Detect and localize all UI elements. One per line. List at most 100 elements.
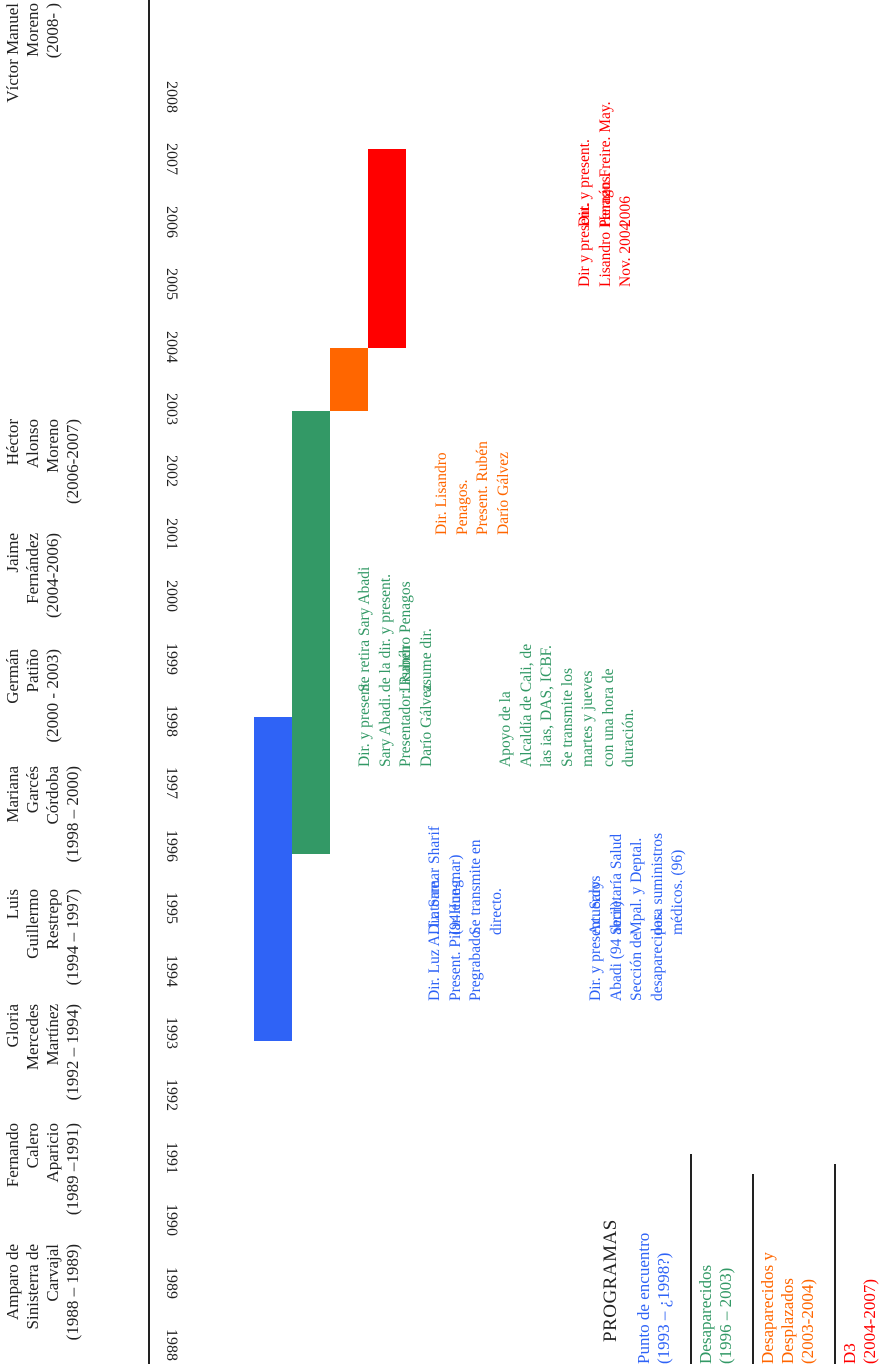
note-line: martes y jueves <box>579 670 596 767</box>
mayor-label: Luis Guillermo Restrepo (1994 – 1997) <box>3 889 83 1009</box>
year-label: 1988 <box>163 1329 180 1361</box>
programs-title: PROGRAMAS <box>600 1219 621 1342</box>
note-line: Se transmite en <box>467 839 484 935</box>
program-item: Punto de encuentro (1993 – ¿1998?) <box>634 1154 674 1364</box>
year-label: 1998 <box>163 705 180 737</box>
mayor-label-line: Patiño <box>23 649 42 693</box>
program-item-line: (2003-2004) <box>798 1279 817 1364</box>
mayor-label-line: Alonso <box>23 419 42 469</box>
program-bar <box>292 410 330 854</box>
program-item-line: (1993 – ¿1998?) <box>654 1252 673 1364</box>
note-line: (94 ene-mar) <box>446 854 464 935</box>
program-item-line: Desaparecidos <box>696 1264 715 1364</box>
mayor-label-line: (2000 - 2003) <box>43 649 62 743</box>
year-label: 1991 <box>163 1141 180 1174</box>
note-line: Lisandro Penagos <box>397 581 414 692</box>
mayor-label: Amparo de Sinisterra de Carvajal (1988 – 19… <box>3 1244 83 1364</box>
year-label: 1993 <box>163 1017 180 1049</box>
mayor-label-line: Aparicio <box>43 1123 62 1183</box>
year-label: 2002 <box>163 455 180 488</box>
year-label: 2006 <box>163 205 180 238</box>
mayor-label: Jaime Fernández (2004-2006) <box>3 533 63 653</box>
note-line: Darío Gálvez <box>494 451 512 535</box>
note-line: Dir. y present. <box>576 139 593 227</box>
note-line: duración. <box>620 708 637 767</box>
mayor-label-line: Calero <box>23 1123 42 1169</box>
note-green: Apoyo de la Alcaldía de Cali, de las ias, … <box>496 617 640 767</box>
note-line: Se transmite los <box>558 667 576 767</box>
note-blue: Acuerdos Secretaría Salud Mpal. y Deptal. p… <box>586 785 689 935</box>
program-separator <box>752 1174 754 1364</box>
mayor-label-line: Héctor <box>3 419 22 466</box>
note-line: Secretaría Salud <box>607 833 625 935</box>
note-line: Dir. Samar Sharif <box>426 826 443 935</box>
note-line: 2006 <box>617 196 634 227</box>
mayor-label-line: (1998 – 2000) <box>63 766 82 863</box>
note-line: Mpal. y Deptal. <box>628 837 645 935</box>
note-line: Apoyo de la <box>497 691 514 767</box>
note-line: Alcaldía de Cali, de <box>517 643 535 767</box>
note-line: para suministros <box>648 832 666 935</box>
note-line: Acuerdos <box>587 875 604 935</box>
mayor-label-line: Gloria <box>3 1004 22 1048</box>
mayor-label-line: Córdoba <box>43 766 62 825</box>
year-label: 2008 <box>163 81 180 113</box>
note-line: Hernán Freire. May. <box>596 101 614 227</box>
program-item-line: Desaparecidos y <box>758 1252 777 1364</box>
program-item-line: D3 <box>840 1343 859 1364</box>
mayor-label-line: Mariana <box>3 766 22 823</box>
program-item: Desaparecidos (1996 – 2003) <box>696 1154 736 1364</box>
year-label: 1996 <box>163 829 180 862</box>
year-label: 1999 <box>163 642 180 675</box>
year-label: 1990 <box>163 1204 180 1237</box>
mayor-label-line: (2006-2007) <box>63 419 82 504</box>
year-label: 2003 <box>163 393 180 425</box>
program-bar <box>330 348 368 411</box>
mayor-label-line: Garcés <box>23 766 42 814</box>
mayor-label-line: Fernando <box>3 1123 22 1188</box>
year-label: 2005 <box>163 268 180 301</box>
mayor-label-line: Jaime <box>3 533 22 573</box>
year-label: 2004 <box>163 330 180 363</box>
mayor-label: Héctor Alonso Moreno (2006-2007) <box>3 419 83 539</box>
mayor-label-line: Germán <box>3 649 22 704</box>
mayor-label-line: (2008- ) <box>43 3 62 59</box>
mayor-label-line: Martínez <box>43 1004 62 1066</box>
program-separator <box>834 1164 836 1364</box>
note-blue: Dir. Samar Sharif (94 ene-mar) Se transmit… <box>425 785 507 935</box>
note-line: asume dir. <box>417 628 435 692</box>
year-label: 1994 <box>163 954 180 987</box>
note-orange: Dir. Lisandro Penagos. Present. Rubén Darío… <box>432 385 514 535</box>
note-line: las ias, DAS, ICBF. <box>538 645 555 767</box>
year-label: 1992 <box>163 1079 180 1112</box>
mayor-label-line: (2004-2006) <box>43 533 62 618</box>
mayor-label: Víctor Manuel Moreno (2008- ) <box>3 3 63 173</box>
mayor-label-line: Moreno <box>23 3 42 57</box>
year-label: 2007 <box>163 143 180 176</box>
note-line: con una hora de <box>599 668 617 767</box>
year-label: 1995 <box>163 892 180 925</box>
note-green: Se retira Sary Abadi de la dir. y present… <box>355 542 437 692</box>
note-line: Dir. Lisandro <box>433 452 450 535</box>
program-item: D3 (2004-2007) <box>840 1154 880 1364</box>
mayor-label-line: (1989 –1991) <box>63 1123 82 1216</box>
program-bar <box>254 716 292 1041</box>
program-separator <box>690 1154 692 1364</box>
mayor-label: Gloria Mercedes Martínez (1992 – 1994) <box>3 1004 83 1124</box>
mayor-label-line: (1992 – 1994) <box>63 1004 82 1101</box>
year-label: 1989 <box>163 1266 180 1299</box>
year-label: 2000 <box>163 580 180 613</box>
year-label: 2001 <box>163 517 180 550</box>
mayor-label-line: Guillermo <box>23 889 42 959</box>
program-item-line: (1996 – 2003) <box>716 1267 735 1364</box>
mayor-label-line: Luis <box>3 889 22 920</box>
year-label: 1997 <box>163 767 180 800</box>
program-item-line: Punto de encuentro <box>634 1232 653 1364</box>
mayor-label: Fernando Calero Aparicio (1989 –1991) <box>3 1123 83 1243</box>
mayor-label-line: Mercedes <box>23 1004 42 1071</box>
note-line: Penagos. <box>453 479 471 535</box>
program-item-line: Desplazados <box>778 1278 797 1364</box>
note-line: médicos. (96) <box>669 849 686 935</box>
note-line: Present. Rubén <box>474 441 491 535</box>
